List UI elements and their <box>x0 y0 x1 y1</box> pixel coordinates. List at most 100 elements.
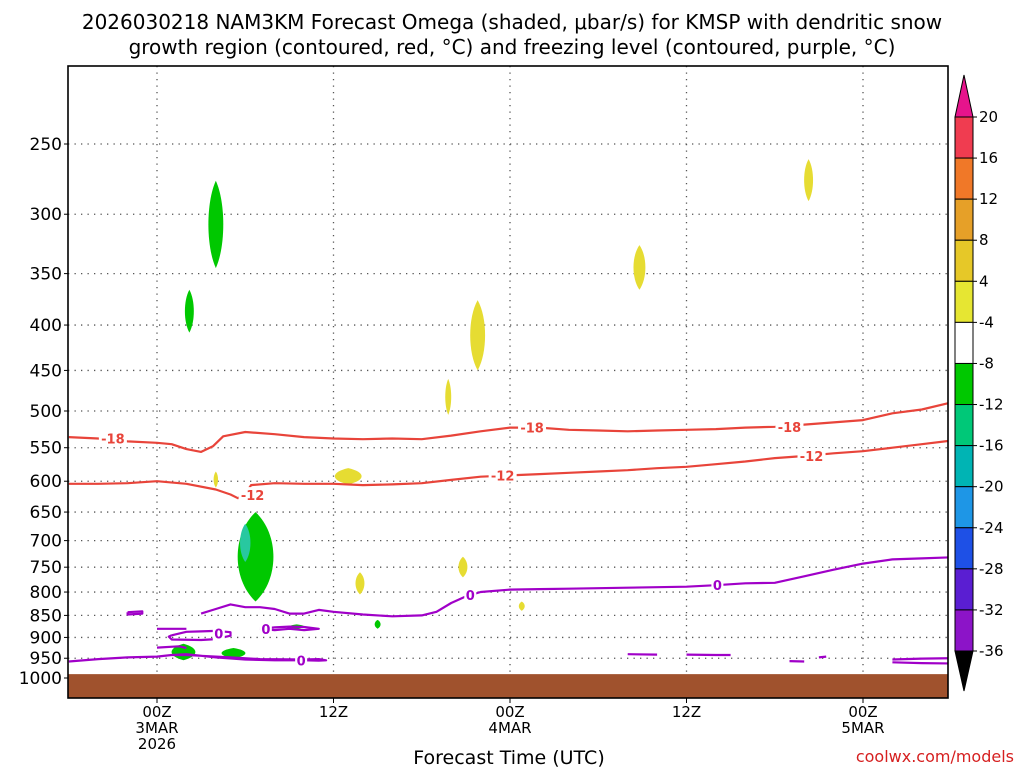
omega-shade-rising_strong <box>184 289 194 333</box>
chart-title-line-2: growth region (contoured, red, °C) and f… <box>129 35 896 59</box>
y-tick-label: 950 <box>30 649 62 669</box>
colorbar-bottom-arrow <box>954 650 974 692</box>
contour-label-bg <box>212 625 225 641</box>
y-tick-label: 850 <box>30 606 62 626</box>
contour-freezing-0 <box>167 629 232 642</box>
x-tick-label: 00Z <box>142 703 171 721</box>
contour-freezing-0 <box>892 657 948 661</box>
colorbar-segment <box>954 116 974 159</box>
x-tick-label: 2026 <box>138 735 176 753</box>
contour-label: 0 <box>297 654 306 669</box>
colorbar-segment <box>954 568 974 611</box>
colorbar-label: -4 <box>979 313 994 331</box>
omega-shade-rising_strong <box>221 647 246 659</box>
y-tick-label: 450 <box>30 361 62 381</box>
omega-shade-sinking <box>470 300 486 371</box>
y-tick-label: 650 <box>30 503 62 523</box>
y-tick-label: 250 <box>30 135 62 155</box>
contour-label: -12 <box>800 450 824 465</box>
contour-label: -18 <box>101 432 125 447</box>
plot-frame <box>67 65 949 699</box>
colorbar-segment <box>954 157 974 200</box>
contour-label-bg <box>259 620 272 636</box>
contour-freezing-0 <box>156 645 187 650</box>
contour-label: -12 <box>491 469 515 484</box>
y-tick-label: 400 <box>30 316 62 336</box>
y-tick-label: 350 <box>30 265 62 285</box>
colorbar-segment <box>954 280 974 323</box>
omega-shade-rising_cyan <box>240 523 251 563</box>
y-tick-label: 900 <box>30 628 62 648</box>
colorbar-segment <box>954 362 974 406</box>
colorbar-segment <box>954 445 974 488</box>
colorbar-segment <box>954 321 974 364</box>
contour-freezing-0 <box>818 655 827 659</box>
contour-label: -18 <box>778 421 802 436</box>
contour-label-bg <box>464 586 477 602</box>
contour-label-bg <box>295 652 308 668</box>
colorbar-label: 8 <box>979 231 989 249</box>
colorbar-label: 4 <box>979 272 989 290</box>
contour-freezing-0 <box>259 625 320 632</box>
colorbar-label: 20 <box>979 108 998 126</box>
omega-shade-sinking <box>334 468 362 485</box>
contour-dgz--12 <box>68 439 948 500</box>
x-tick-label: 12Z <box>672 703 701 721</box>
contour-label: -12 <box>241 489 265 504</box>
contour-label: 0 <box>466 589 475 604</box>
contour-freezing-0 <box>200 556 948 618</box>
omega-shade-sinking <box>213 471 219 488</box>
contour-label-bg <box>238 487 267 503</box>
y-tick-label: 300 <box>30 205 62 225</box>
colorbar-label: 12 <box>979 190 998 208</box>
contour-label-bg <box>518 419 547 435</box>
omega-shade-sinking <box>633 245 646 290</box>
contour-label: -18 <box>520 422 544 437</box>
omega-shade-sinking <box>804 159 814 202</box>
contour-label: 0 <box>214 628 223 643</box>
x-tick-label: 00Z <box>495 703 524 721</box>
omega-shade-sinking <box>355 572 365 595</box>
y-tick-label: 550 <box>30 439 62 459</box>
contour-label: 0 <box>713 579 722 594</box>
chart-title-line-1: 2026030218 NAM3KM Forecast Omega (shaded… <box>82 10 942 34</box>
y-tick-label: 500 <box>30 402 62 422</box>
grid-lines <box>68 66 948 698</box>
contour-label-bg <box>98 430 127 446</box>
colorbar-segment <box>954 198 974 241</box>
colorbar-label: -12 <box>979 396 1004 414</box>
y-tick-label: 800 <box>30 583 62 603</box>
x-axis-label: Forecast Time (UTC) <box>413 747 604 768</box>
ground-fill <box>68 674 948 698</box>
contour-label-bg <box>711 576 724 592</box>
contour-freezing-0 <box>892 661 948 665</box>
contour-label-bg <box>775 418 804 434</box>
x-tick-label: 12Z <box>319 703 348 721</box>
colorbar-segment <box>954 527 974 570</box>
omega-shade-sinking <box>445 378 452 415</box>
x-tick-label: 5MAR <box>841 719 884 737</box>
plot-area <box>68 66 948 698</box>
omega-shade-rising_strong <box>208 180 224 269</box>
contour-freezing-0 <box>126 610 144 616</box>
colorbar-label: -16 <box>979 437 1004 455</box>
colorbar-segment <box>954 404 974 447</box>
colorbar-top-arrow <box>954 74 974 118</box>
credit-text[interactable]: coolwx.com/models <box>856 747 1014 766</box>
omega-shade-rising_strong <box>374 619 381 629</box>
contour-label-bg <box>797 448 826 464</box>
colorbar-label: -8 <box>979 354 994 372</box>
contour-label: 0 <box>261 623 270 638</box>
colorbar-label: -28 <box>979 560 1004 578</box>
colorbar-segment <box>954 609 974 652</box>
x-tick-label: 00Z <box>848 703 877 721</box>
contour-label-bg <box>488 467 517 483</box>
y-axis: 2503003504004505005506006507007508008509… <box>19 135 68 689</box>
ground-layer <box>68 674 948 698</box>
y-tick-label: 700 <box>30 532 62 552</box>
omega-shading <box>171 159 814 661</box>
y-tick-label: 1000 <box>19 669 62 689</box>
x-tick-label: 3MAR <box>135 719 178 737</box>
